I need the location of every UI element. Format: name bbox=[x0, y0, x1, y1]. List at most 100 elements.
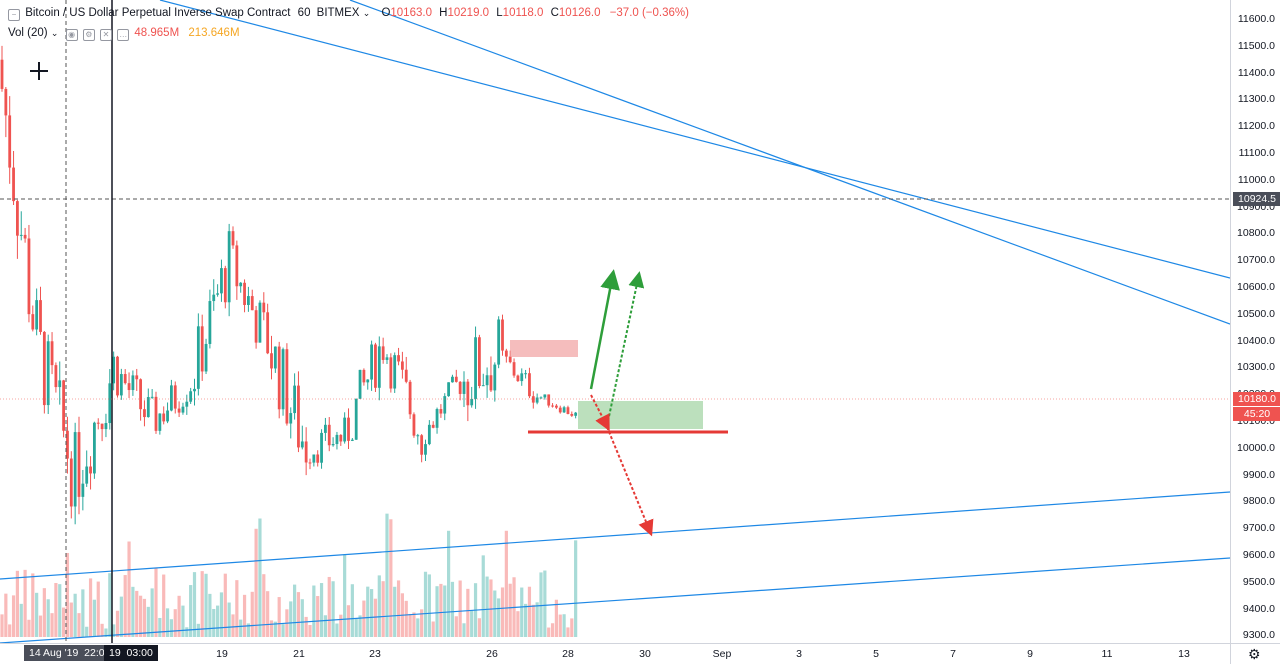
time-tick-label: 3 bbox=[796, 648, 802, 660]
volume-legend: Vol (20) ⌄ ◉ ⚙ ✕ … 48.965M 213.646M bbox=[8, 27, 240, 41]
candle-body bbox=[27, 238, 31, 315]
resistance-zone bbox=[510, 340, 578, 357]
candle-body bbox=[312, 454, 316, 463]
chevron-down-icon[interactable]: ⌄ bbox=[50, 28, 59, 38]
candle-body bbox=[243, 282, 246, 305]
candle-body bbox=[123, 374, 127, 384]
volume-bar bbox=[158, 617, 162, 637]
time-axis[interactable]: 19 21 23 26 28 30 Sep 3 5 7 9 11 13 14 Aug '19 22:00… bbox=[0, 643, 1230, 664]
candle-body bbox=[535, 397, 539, 403]
volume-bar bbox=[516, 611, 520, 637]
volume-bar bbox=[289, 601, 293, 637]
volume-bar bbox=[562, 614, 566, 637]
price-axis[interactable]: 11600.0 11500.0 11400.0 11300.0 11200.0 11100… bbox=[1230, 0, 1280, 643]
candle-body bbox=[562, 407, 566, 413]
arrow-down-dotted bbox=[590, 394, 610, 432]
volume-bar bbox=[396, 580, 401, 637]
settings-small-icon[interactable]: ⚙ bbox=[82, 29, 95, 41]
price-tick-label: 10700.0 bbox=[1237, 254, 1275, 267]
candle-body bbox=[524, 373, 527, 375]
candle-body bbox=[570, 413, 574, 416]
candle-body bbox=[131, 375, 135, 391]
volume-bar bbox=[185, 627, 189, 637]
volume-bar bbox=[346, 605, 351, 637]
price-tick-label: 9800.0 bbox=[1242, 495, 1275, 508]
chevron-down-icon[interactable]: ⌄ bbox=[362, 8, 371, 18]
volume-bar bbox=[508, 583, 512, 637]
candle-body bbox=[69, 458, 73, 507]
price-tick-label: 10000.0 bbox=[1237, 441, 1275, 454]
candle-body bbox=[393, 355, 397, 389]
candle-body bbox=[185, 401, 189, 407]
volume-bar bbox=[135, 590, 139, 637]
volume-bar bbox=[146, 606, 150, 637]
volume-bar bbox=[181, 605, 185, 637]
volume-bar bbox=[458, 580, 462, 637]
candle-body bbox=[277, 346, 281, 410]
candle-body bbox=[77, 432, 81, 497]
candle-body bbox=[4, 88, 8, 116]
candle-body bbox=[474, 337, 477, 399]
candle-body bbox=[539, 397, 543, 399]
candle-body bbox=[158, 413, 162, 431]
drawings bbox=[0, 0, 1231, 644]
volume-bar bbox=[65, 552, 70, 637]
volume-bar bbox=[150, 588, 154, 637]
volume-bar bbox=[73, 593, 77, 637]
volume-bar bbox=[54, 583, 58, 637]
volume-bar bbox=[104, 628, 108, 637]
volume-bars bbox=[0, 513, 578, 637]
volume-bar bbox=[23, 569, 27, 637]
volume-bar bbox=[27, 619, 31, 637]
candle-body bbox=[227, 231, 231, 303]
candle-body bbox=[270, 353, 273, 369]
minus-square-icon[interactable]: − bbox=[8, 9, 20, 21]
candle-body bbox=[189, 391, 193, 402]
candle-body bbox=[35, 300, 39, 330]
price-chart[interactable] bbox=[0, 0, 1231, 644]
candle-body bbox=[216, 293, 219, 295]
candle-body bbox=[54, 365, 58, 388]
candle-body bbox=[93, 422, 96, 474]
candle-body bbox=[46, 341, 50, 406]
candle-body bbox=[273, 346, 277, 369]
candle-body bbox=[516, 375, 520, 382]
candle-body bbox=[162, 413, 166, 422]
volume-bar bbox=[373, 598, 378, 637]
candle-body bbox=[551, 405, 554, 407]
gear-icon[interactable]: ⚙ bbox=[1248, 646, 1261, 662]
candle-body bbox=[435, 409, 439, 428]
volume-bar bbox=[481, 555, 485, 637]
candle-body bbox=[350, 439, 354, 441]
volume-bar bbox=[19, 603, 23, 637]
candle-body bbox=[427, 424, 431, 445]
symbol-title[interactable]: Bitcoin / US Dollar Perpetual Inverse Sw… bbox=[25, 7, 291, 19]
chart-plot-area[interactable]: − Bitcoin / US Dollar Perpetual Inverse … bbox=[0, 0, 1231, 644]
volume-bar bbox=[0, 614, 4, 637]
volume-label[interactable]: Vol (20) bbox=[8, 27, 48, 39]
candle-body bbox=[119, 374, 123, 396]
trendline-upper-a bbox=[159, 0, 1231, 279]
volume-bar bbox=[62, 607, 66, 637]
volume-bar bbox=[165, 608, 170, 637]
eye-icon[interactable]: ◉ bbox=[65, 29, 78, 41]
candle-body bbox=[504, 350, 508, 357]
volume-bar bbox=[139, 595, 143, 637]
volume-bar bbox=[312, 585, 316, 637]
candle-body bbox=[354, 398, 358, 440]
candle-body bbox=[543, 394, 547, 398]
close-icon[interactable]: ✕ bbox=[100, 29, 112, 41]
candle-body bbox=[377, 346, 381, 388]
volume-bar bbox=[370, 589, 374, 637]
volume-bar bbox=[42, 588, 46, 637]
candle-body bbox=[127, 383, 131, 391]
more-icon[interactable]: … bbox=[117, 29, 130, 41]
candle-body bbox=[574, 412, 578, 416]
crosshair-cursor-icon bbox=[30, 62, 48, 80]
volume-bar bbox=[77, 613, 81, 637]
volume-bar bbox=[554, 599, 558, 637]
volume-bar bbox=[69, 602, 73, 637]
volume-bar bbox=[127, 541, 131, 637]
volume-bar bbox=[88, 578, 93, 637]
volume-bar bbox=[300, 599, 304, 637]
